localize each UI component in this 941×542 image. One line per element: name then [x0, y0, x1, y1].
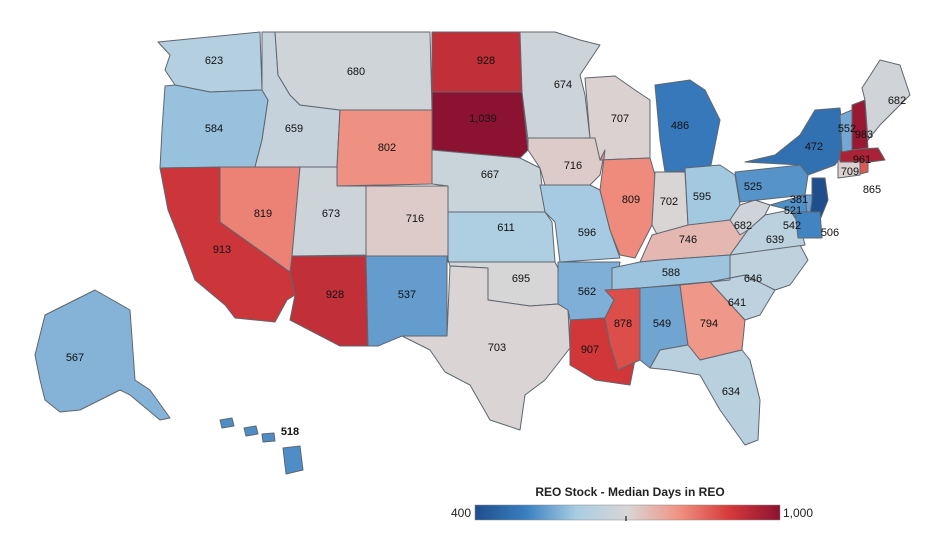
state-label-va: 639 — [766, 234, 784, 246]
state-label-ct: 709 — [841, 166, 859, 178]
legend-title: REO Stock - Median Days in REO — [535, 485, 724, 499]
state-label-tn: 588 — [662, 267, 680, 279]
state-label-fl: 634 — [722, 386, 740, 398]
state-ne[interactable] — [431, 149, 546, 213]
state-label-ny: 472 — [805, 141, 823, 153]
state-label-mt: 680 — [347, 66, 365, 78]
state-label-ky: 746 — [679, 234, 697, 246]
state-label-sc: 641 — [728, 297, 746, 309]
state-label-id: 659 — [285, 123, 303, 135]
state-label-or: 584 — [205, 123, 223, 135]
state-label-nv: 819 — [254, 208, 272, 220]
state-label-ut: 673 — [322, 208, 340, 220]
state-label-mo: 596 — [578, 227, 596, 239]
state-label-dc: 506 — [821, 227, 839, 239]
state-mo[interactable] — [539, 184, 621, 263]
state-label-in: 702 — [660, 196, 678, 208]
legend-color-bar — [474, 504, 781, 521]
state-label-nj: 381 — [790, 194, 808, 206]
state-mn[interactable] — [519, 31, 601, 141]
state-ak[interactable] — [34, 289, 171, 421]
state-label-ms: 878 — [614, 318, 632, 330]
state-label-ca: 913 — [213, 244, 231, 256]
state-il[interactable] — [599, 149, 656, 259]
state-wv[interactable] — [729, 199, 771, 236]
state-label-nc: 646 — [744, 273, 762, 285]
state-wy[interactable] — [336, 109, 433, 187]
state-label-la: 907 — [581, 344, 599, 356]
legend-max-label: 1,000 — [783, 506, 813, 520]
state-label-ga: 794 — [700, 318, 718, 330]
state-nm[interactable] — [365, 255, 448, 347]
legend-min-label: 400 — [451, 506, 471, 520]
state-labels-layer: 623 584 913 819 659 680 802 673 928 716 537 928 1,03… — [66, 55, 906, 438]
state-label-ak: 567 — [66, 352, 84, 364]
state-mi[interactable] — [654, 79, 721, 173]
legend: REO Stock - Median Days in REO 400 1,000 — [451, 485, 813, 521]
state-mt[interactable] — [274, 31, 433, 111]
state-label-mn: 674 — [554, 79, 572, 91]
state-label-al: 549 — [653, 318, 671, 330]
state-label-oh: 595 — [693, 191, 711, 203]
state-label-ok: 695 — [512, 273, 530, 285]
states-layer — [34, 31, 911, 475]
state-label-vt: 552 — [838, 123, 856, 135]
state-label-me: 682 — [888, 95, 906, 107]
state-label-de: 542 — [783, 220, 801, 232]
state-me[interactable] — [861, 59, 911, 141]
state-label-sd: 1,039 — [469, 113, 497, 125]
state-label-ri: 865 — [863, 184, 881, 196]
state-label-pa: 525 — [744, 181, 762, 193]
state-label-nh: 983 — [855, 129, 873, 141]
state-sd[interactable] — [431, 91, 529, 159]
state-nh[interactable] — [851, 99, 869, 151]
state-label-co: 716 — [406, 213, 424, 225]
state-pa[interactable] — [734, 164, 809, 203]
state-label-il: 809 — [622, 194, 640, 206]
state-nc[interactable] — [709, 244, 809, 291]
state-fl[interactable] — [649, 344, 761, 446]
state-label-wi: 707 — [611, 113, 629, 125]
state-label-tx: 703 — [488, 342, 506, 354]
state-dc[interactable] — [794, 211, 823, 239]
state-label-ne: 667 — [481, 169, 499, 181]
state-label-ks: 611 — [497, 222, 515, 234]
state-label-md: 521 — [784, 205, 802, 217]
state-ks[interactable] — [447, 211, 556, 263]
state-ny[interactable] — [744, 107, 846, 176]
state-label-nm: 537 — [398, 289, 416, 301]
state-hi[interactable] — [219, 417, 304, 475]
state-label-mi: 486 — [671, 120, 689, 132]
state-label-wy: 802 — [378, 142, 396, 154]
state-label-ma: 961 — [853, 154, 871, 166]
state-label-wa: 623 — [205, 55, 223, 67]
state-label-wv: 682 — [734, 220, 752, 232]
state-label-ia: 716 — [564, 160, 582, 172]
state-ma[interactable] — [839, 147, 886, 163]
state-label-nd: 928 — [477, 55, 495, 67]
state-label-ar: 562 — [578, 286, 596, 298]
state-label-az: 928 — [326, 289, 344, 301]
state-label-hi: 518 — [281, 426, 299, 438]
state-az[interactable] — [289, 255, 369, 347]
